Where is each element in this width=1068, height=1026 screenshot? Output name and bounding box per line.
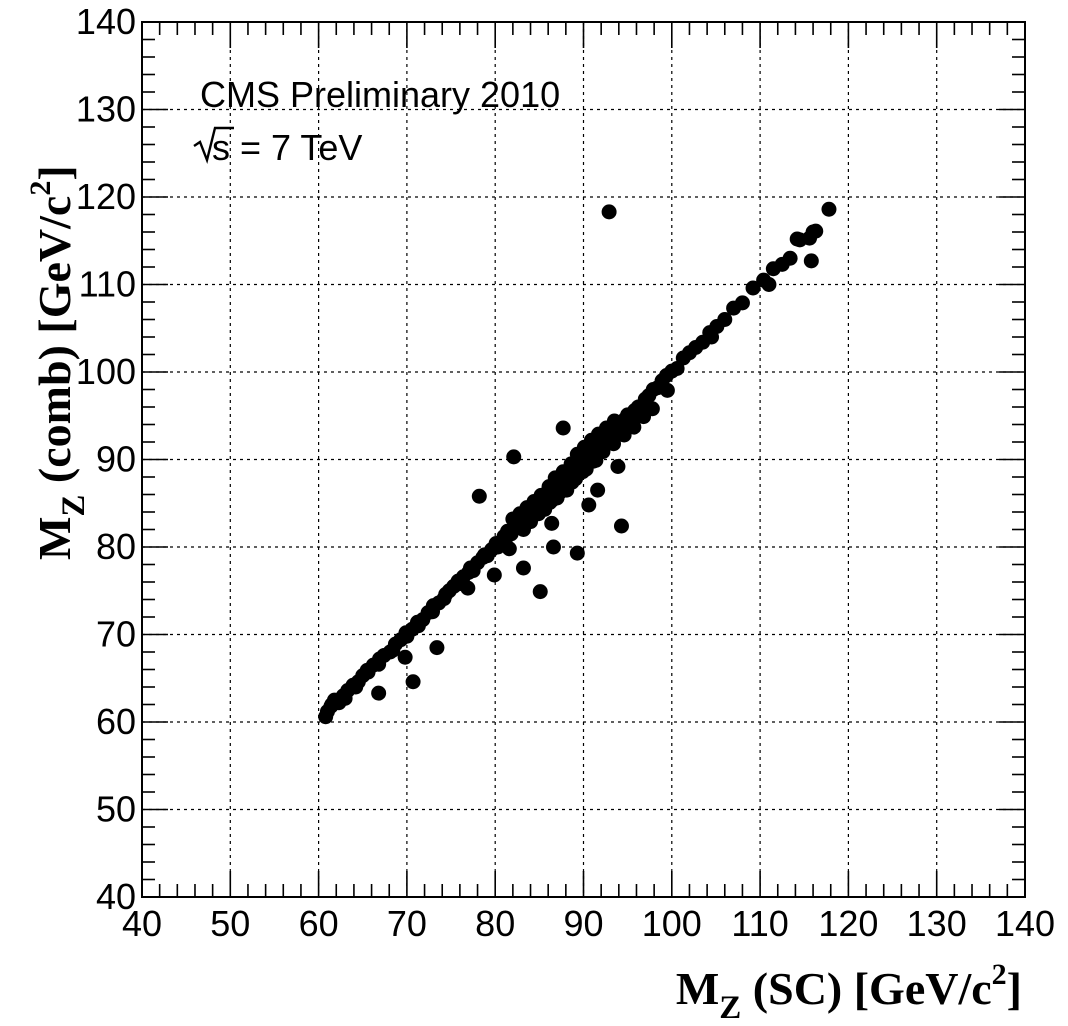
data-point-184 <box>544 515 560 531</box>
x-axis-title-end: ] <box>1007 963 1022 1014</box>
y-axis-title-sub: Z <box>56 495 92 517</box>
data-point-126 <box>425 604 441 620</box>
x-axis-title-sub: Z <box>719 990 741 1026</box>
data-point-121 <box>359 662 375 678</box>
data-point-125 <box>410 618 426 634</box>
data-point-157 <box>626 419 642 435</box>
y-tick-label-60: 60 <box>96 701 136 742</box>
y-tick-label-120: 120 <box>76 176 136 217</box>
x-tick-labels: 40 50 60 70 80 90 100 110 120 130 140 <box>122 903 1055 944</box>
data-point-117 <box>803 253 819 269</box>
data-point-122 <box>372 651 388 667</box>
data-point-116 <box>821 201 837 217</box>
data-point-168 <box>601 204 617 220</box>
data-point-183 <box>501 541 517 557</box>
data-point-187 <box>610 459 626 474</box>
x-tick-label-50: 50 <box>210 903 250 944</box>
y-tick-label-130: 130 <box>76 89 136 130</box>
data-point-108 <box>745 280 761 296</box>
data-point-127 <box>438 586 454 602</box>
data-point-194 <box>805 224 821 240</box>
data-point-162 <box>588 452 604 468</box>
y-axis-title: MZ (comb) [GeV/c2] <box>24 165 92 560</box>
y-tick-label-50: 50 <box>96 789 136 830</box>
y-tick-label-90: 90 <box>96 439 136 480</box>
energy-value-text: = 7 TeV <box>230 127 362 168</box>
x-axis-title: MZ (SC) [GeV/c2] <box>676 958 1022 1026</box>
data-point-105 <box>717 312 733 327</box>
data-point-180 <box>371 685 387 701</box>
data-point-119 <box>337 690 353 706</box>
y-tick-label-110: 110 <box>79 264 136 305</box>
x-tick-label-110: 110 <box>731 903 788 944</box>
data-point-171 <box>555 420 571 436</box>
x-tick-label-140: 140 <box>995 903 1055 944</box>
data-point-107 <box>734 295 750 311</box>
data-point-155 <box>606 436 622 452</box>
data-point-182 <box>460 580 476 596</box>
data-point-167 <box>557 479 573 495</box>
data-point-192 <box>761 277 777 292</box>
axis-ticks <box>141 21 1026 898</box>
y-tick-label-140: 140 <box>76 1 136 42</box>
y-axis-title-end: ] <box>29 165 80 180</box>
data-point-193 <box>789 231 805 247</box>
x-axis-title-sup: 2 <box>992 958 1007 991</box>
y-tick-label-40: 40 <box>96 876 136 917</box>
data-point-173 <box>532 584 548 600</box>
x-tick-label-130: 130 <box>907 903 967 944</box>
data-point-130 <box>477 547 493 563</box>
data-point-186 <box>590 482 606 498</box>
y-axis-title-rest: (comb) [GeV/c <box>29 196 80 495</box>
data-point-161 <box>578 461 594 477</box>
y-tick-label-80: 80 <box>96 526 136 567</box>
data-point-170 <box>506 449 522 465</box>
y-axis-title-sup: 2 <box>24 181 57 196</box>
data-point-191 <box>704 329 720 345</box>
grid <box>142 22 1025 897</box>
data-point-164 <box>523 514 539 530</box>
data-point-123 <box>385 642 401 658</box>
data-point-129 <box>462 560 478 576</box>
data-point-169 <box>471 488 487 504</box>
y-tick-label-100: 100 <box>76 351 136 392</box>
annotation-energy: s = 7 TeV <box>193 126 362 168</box>
sqrt-symbol <box>193 126 234 164</box>
x-axis-title-main: M <box>676 963 719 1014</box>
data-point-160 <box>568 471 584 487</box>
data-point-120 <box>348 679 364 695</box>
data-point-181 <box>397 649 413 665</box>
data-point-189 <box>644 401 660 417</box>
x-tick-label-90: 90 <box>563 903 603 944</box>
data-point-178 <box>429 640 445 656</box>
data-point-118 <box>324 697 340 712</box>
data-point-112 <box>782 250 798 266</box>
data-point-185 <box>581 497 597 513</box>
data-point-166 <box>545 492 561 508</box>
data-point-177 <box>486 567 502 583</box>
sqrt-s-text: s <box>212 127 230 168</box>
svg-text:s = 7 TeV: s = 7 TeV <box>212 127 362 168</box>
x-axis-title-rest: (SC) [GeV/c <box>741 963 991 1014</box>
x-tick-label-80: 80 <box>475 903 515 944</box>
data-point-147 <box>606 413 622 429</box>
data-point-172 <box>613 518 629 534</box>
y-axis-title-main: M <box>29 517 80 560</box>
data-point-175 <box>569 545 585 561</box>
data-point-190 <box>659 382 675 398</box>
x-tick-label-40: 40 <box>122 903 162 944</box>
annotation-experiment: CMS Preliminary 2010 <box>200 74 560 115</box>
data-point-179 <box>405 674 421 690</box>
x-tick-label-120: 120 <box>818 903 878 944</box>
data-point-124 <box>398 625 414 641</box>
y-tick-label-70: 70 <box>96 614 136 655</box>
x-tick-label-100: 100 <box>642 903 702 944</box>
scatter-points <box>318 201 837 725</box>
data-point-176 <box>515 560 531 576</box>
x-tick-label-70: 70 <box>387 903 427 944</box>
y-tick-labels: 40 50 60 70 80 90 100 110 120 130 140 <box>76 1 136 917</box>
x-tick-label-60: 60 <box>299 903 339 944</box>
data-point-174 <box>545 539 561 555</box>
